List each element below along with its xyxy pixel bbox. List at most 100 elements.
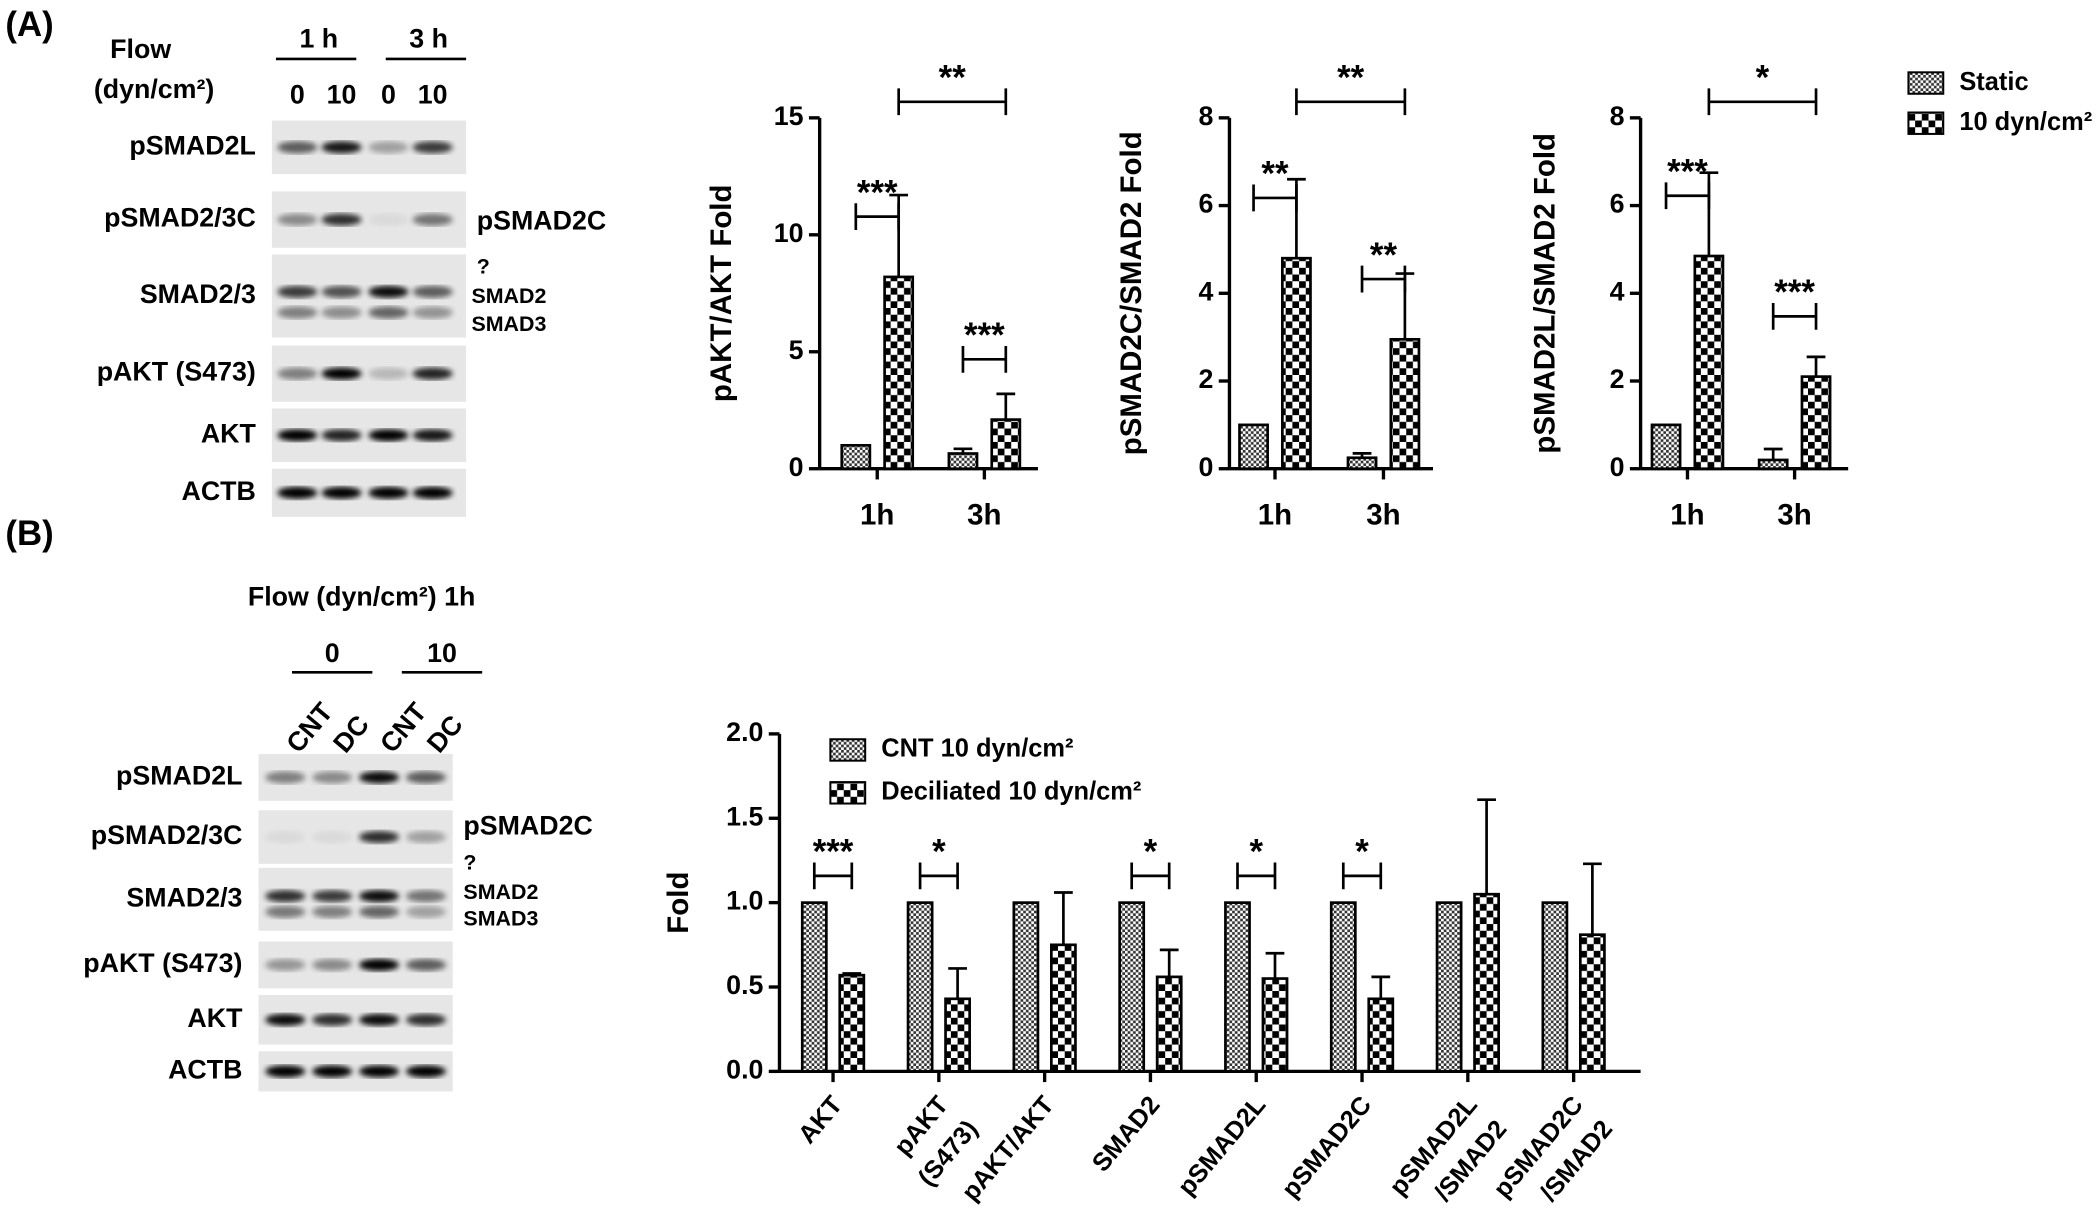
blot-band [358,1013,400,1026]
lane-label: CNT [374,696,433,758]
blot-band [412,429,453,442]
bar [840,443,872,471]
blot-band [321,141,362,154]
blot-band [368,367,409,380]
side-label: pSMAD2C [477,205,606,235]
blot-band [368,285,409,298]
blot-band [412,213,453,226]
y-tick-label: 2.0 [726,717,763,747]
x-tick-label: pSMAD2L [1173,1091,1272,1201]
significance-label: *** [1774,273,1815,312]
blot-band [405,1065,447,1078]
y-tick-label: 0 [1610,452,1625,482]
significance-bracket [1130,862,1171,890]
row-label: ACTB [168,1054,242,1084]
bar [800,901,828,1073]
flow-label: Flow (dyn/cm²) 1h [248,582,476,612]
blot-band [312,905,353,918]
error-bar [948,967,967,999]
blot-band [358,771,400,784]
significance-bracket [812,862,854,890]
y-axis-label: pSMAD2L/SMAD2 Fold [1529,133,1562,454]
bar [1281,256,1312,471]
x-tick-label: pAKT/AKT [957,1091,1060,1207]
blot-band [368,141,409,154]
y-tick-label: 8 [1198,101,1213,131]
error-bar [996,392,1016,420]
bar [1650,423,1682,471]
side-label: SMAD2 [471,284,546,308]
significance-bracket [1295,88,1407,116]
x-tick-label: SMAD2 [1087,1091,1166,1177]
blot-band [312,771,353,784]
significance-bracket [918,862,959,890]
error-bar [1265,951,1285,979]
bar [838,973,866,1073]
blot-band [321,429,362,442]
row-label: SMAD2/3 [140,279,256,309]
bar [1118,901,1146,1073]
x-tick-label: 1h [1258,499,1292,532]
blot-band [321,486,362,499]
bar [944,997,971,1073]
error-bar [842,972,862,976]
bar [1435,901,1463,1073]
blot-band [321,285,362,298]
blot-band [405,890,447,903]
significance-bracket [897,88,1008,116]
y-tick-label: 4 [1610,276,1625,306]
blot-band [368,213,409,226]
side-label: SMAD3 [471,312,546,336]
x-tick-label: 3h [1777,499,1811,532]
bar [947,452,979,471]
legend-label: Deciliated 10 dyn/cm² [881,778,1141,806]
dose-header: 0 [325,638,340,668]
side-label: ? [477,254,490,278]
blot-band [277,429,318,442]
significance-label: *** [1667,153,1708,192]
error-bar [1352,452,1372,458]
blot-band [312,958,353,971]
bar [1693,254,1725,471]
legend-swatch [1907,111,1945,135]
blot-band [412,141,453,154]
blot-band [358,830,400,844]
bar [1473,892,1500,1073]
y-tick-label: 0.5 [726,970,763,1000]
y-tick-label: 1.5 [726,801,763,831]
significance-label: *** [857,173,898,212]
blot-band [277,486,318,499]
y-tick-label: 0 [1198,452,1213,482]
side-label: SMAD2 [463,880,538,904]
error-bar [1371,975,1391,999]
bar [1238,423,1269,471]
y-tick-label: 8 [1610,101,1625,131]
blot-band [265,1065,306,1078]
x-tick-label: 1h [1670,499,1704,532]
time-header: 3 h [409,23,448,53]
blot-band [405,830,447,844]
significance-label: ** [1337,59,1365,98]
significance-bracket [1771,302,1818,330]
significance-label: * [932,833,946,872]
blot-band [412,306,453,319]
blot-band [265,905,306,918]
bar [1224,901,1251,1073]
row-label: pSMAD2L [129,130,255,160]
blot-band [368,429,409,442]
y-tick-label: 0 [789,452,804,482]
lane-label: 0 [290,80,305,110]
y-tick-label: 2 [1610,364,1625,394]
y-axis-label: Fold [662,872,695,934]
error-bar [1583,862,1602,935]
significance-label: * [1144,833,1158,872]
bar [1800,375,1832,471]
row-label: pSMAD2L [116,760,242,790]
row-label: pSMAD2/3C [104,203,256,233]
error-bar [1477,798,1496,895]
row-label: pSMAD2/3C [91,820,243,850]
significance-label: * [1756,59,1770,98]
blot-band [368,306,409,319]
western-blot [271,120,467,517]
blot-band [265,830,306,844]
